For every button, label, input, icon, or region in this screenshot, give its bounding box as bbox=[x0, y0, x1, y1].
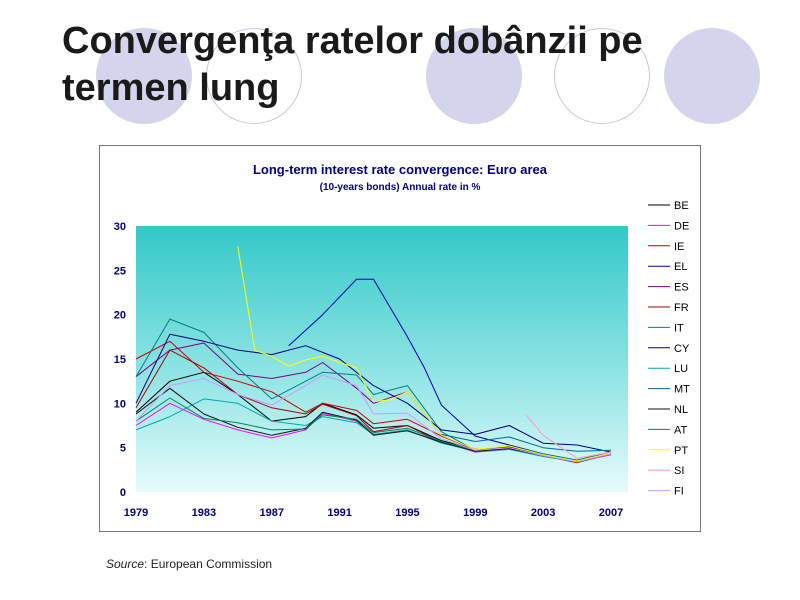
legend-label: NL bbox=[674, 404, 688, 416]
y-tick-label: 15 bbox=[114, 354, 126, 366]
y-tick-label: 0 bbox=[120, 487, 126, 499]
legend-label: FI bbox=[674, 486, 684, 498]
line-chart: Long-term interest rate convergence: Eur… bbox=[114, 162, 690, 519]
source-note: Source: European Commission bbox=[106, 557, 272, 571]
decorative-circle bbox=[664, 28, 760, 124]
series-lines bbox=[135, 246, 612, 464]
decorative-circle bbox=[426, 28, 522, 124]
series-line-si bbox=[525, 414, 612, 459]
x-tick-label: 2003 bbox=[531, 507, 555, 519]
y-tick-label: 10 bbox=[114, 398, 126, 410]
slide-title: Convergenţa ratelor dobânzii pe termen l… bbox=[62, 18, 762, 112]
decorative-circle bbox=[554, 28, 650, 124]
x-tick-label: 1995 bbox=[395, 507, 419, 519]
legend-label: MT bbox=[674, 384, 690, 396]
legend-label: IE bbox=[674, 241, 684, 253]
x-tick-label: 1991 bbox=[327, 507, 351, 519]
x-tick-label: 1999 bbox=[463, 507, 487, 519]
chart-subtitle: (10-years bonds) Annual rate in % bbox=[320, 182, 481, 193]
legend-label: EL bbox=[674, 261, 687, 273]
legend-label: DE bbox=[674, 220, 689, 232]
legend-label: AT bbox=[674, 424, 688, 436]
series-line-lu bbox=[135, 398, 612, 463]
source-label: Source bbox=[106, 557, 145, 571]
legend-label: SI bbox=[674, 465, 684, 477]
series-line-fi bbox=[135, 374, 612, 463]
legend-label: ES bbox=[674, 282, 689, 294]
chart-frame: Long-term interest rate convergence: Eur… bbox=[99, 145, 701, 532]
decorative-circle bbox=[96, 28, 192, 124]
title-line-1: Convergenţa ratelor dobânzii pe bbox=[62, 20, 643, 62]
x-axis: 1979 1983 1987 1991 1995 1999 2003 2007 bbox=[124, 507, 624, 519]
plot-area bbox=[136, 226, 628, 492]
y-tick-label: 5 bbox=[120, 443, 126, 455]
legend-label: CY bbox=[674, 343, 690, 355]
chart-title: Long-term interest rate convergence: Eur… bbox=[253, 162, 548, 177]
y-tick-label: 25 bbox=[114, 265, 126, 277]
series-line-pt bbox=[237, 246, 612, 462]
legend-label: PT bbox=[674, 445, 688, 457]
decorative-circle bbox=[206, 28, 302, 124]
legend-label: LU bbox=[674, 363, 688, 375]
x-tick-label: 1983 bbox=[192, 507, 216, 519]
legend: BE DE IE EL ES FR IT CY LU MT NL AT PT SI FI bbox=[648, 200, 690, 498]
legend-label: BE bbox=[674, 200, 689, 212]
y-tick-label: 20 bbox=[114, 310, 126, 322]
source-text: : European Commission bbox=[144, 557, 273, 571]
legend-label: IT bbox=[674, 322, 684, 334]
x-tick-label: 1979 bbox=[124, 507, 148, 519]
y-tick-label: 30 bbox=[114, 221, 126, 233]
series-line-mt bbox=[441, 433, 612, 452]
series-line-cy bbox=[135, 333, 612, 453]
x-tick-label: 2007 bbox=[599, 507, 623, 519]
y-axis: 0 5 10 15 20 25 30 bbox=[114, 221, 126, 499]
x-tick-label: 1987 bbox=[259, 507, 283, 519]
legend-label: FR bbox=[674, 302, 689, 314]
title-line-2: termen lung bbox=[62, 67, 280, 109]
